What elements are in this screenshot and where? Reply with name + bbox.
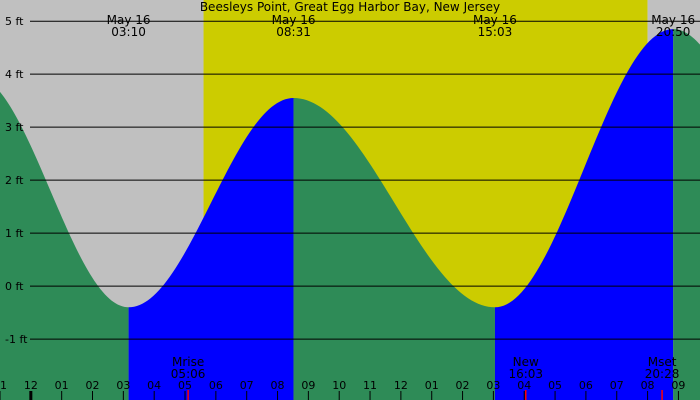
x-tick-label: 09	[301, 379, 315, 392]
moon-event-time: 20:28	[645, 367, 680, 381]
x-tick-label: 05	[548, 379, 562, 392]
x-tick-label: 08	[271, 379, 285, 392]
y-tick-label: 1 ft	[5, 227, 24, 240]
y-tick-label: 2 ft	[5, 174, 24, 187]
x-tick-label: 02	[86, 379, 100, 392]
falling-tide-area	[0, 91, 129, 400]
x-tick-label: 01	[425, 379, 439, 392]
moon-event-name: Mrise	[172, 355, 204, 369]
tide-event-time: 08:31	[276, 25, 311, 39]
moon-event-time: 05:06	[171, 367, 206, 381]
x-tick-label: 11	[0, 379, 7, 392]
x-tick-label: 11	[363, 379, 377, 392]
x-tick-label: 06	[579, 379, 593, 392]
x-tick-label: 07	[610, 379, 624, 392]
tide-event-date: May 16	[272, 13, 316, 27]
moon-event-name: New	[513, 355, 539, 369]
x-tick-label: 08	[641, 379, 655, 392]
x-tick-label: 04	[517, 379, 531, 392]
x-tick-label: 12	[394, 379, 408, 392]
tide-area-layer	[0, 29, 700, 400]
x-tick-label: 10	[332, 379, 346, 392]
x-tick-label: 03	[486, 379, 500, 392]
x-tick-label: 01	[55, 379, 69, 392]
y-tick-label: -1 ft	[5, 333, 28, 346]
x-tick-label: 12	[24, 379, 38, 392]
rising-tide-area	[494, 29, 674, 400]
x-tick-label: 05	[178, 379, 192, 392]
y-axis-labels: -1 ft 0 ft 1 ft 2 ft 3 ft 4 ft 5 ft	[5, 15, 28, 346]
moon-event-time: 16:03	[508, 367, 543, 381]
tide-event-date: May 16	[651, 13, 695, 27]
x-axis-ticks: 11 12 01 02 03 04 05 06 07 08 09 10 11 12 01 02 03 04 05 06…	[0, 379, 685, 400]
gridline-layer	[30, 20, 700, 340]
tide-event-date: May 16	[107, 13, 151, 27]
x-tick-label: 06	[209, 379, 223, 392]
tide-event-time: 15:03	[478, 25, 513, 39]
x-tick-label: 09	[671, 379, 685, 392]
tide-event-date: May 16	[473, 13, 517, 27]
chart-title: Beesleys Point, Great Egg Harbor Bay, Ne…	[200, 0, 500, 14]
x-tick-label: 07	[240, 379, 254, 392]
x-tick-label: 03	[116, 379, 130, 392]
y-tick-label: 0 ft	[5, 280, 24, 293]
y-tick-label: 5 ft	[5, 15, 24, 28]
tide-event-time: 20:50	[656, 25, 691, 39]
y-tick-label: 3 ft	[5, 121, 24, 134]
falling-tide-area	[673, 29, 700, 400]
moon-event-name: Mset	[648, 355, 677, 369]
falling-tide-area	[293, 98, 495, 400]
x-tick-label: 04	[147, 379, 161, 392]
rising-tide-area	[128, 98, 294, 400]
tide-event-time: 03:10	[111, 25, 146, 39]
y-tick-label: 4 ft	[5, 68, 24, 81]
x-tick-label: 02	[456, 379, 470, 392]
